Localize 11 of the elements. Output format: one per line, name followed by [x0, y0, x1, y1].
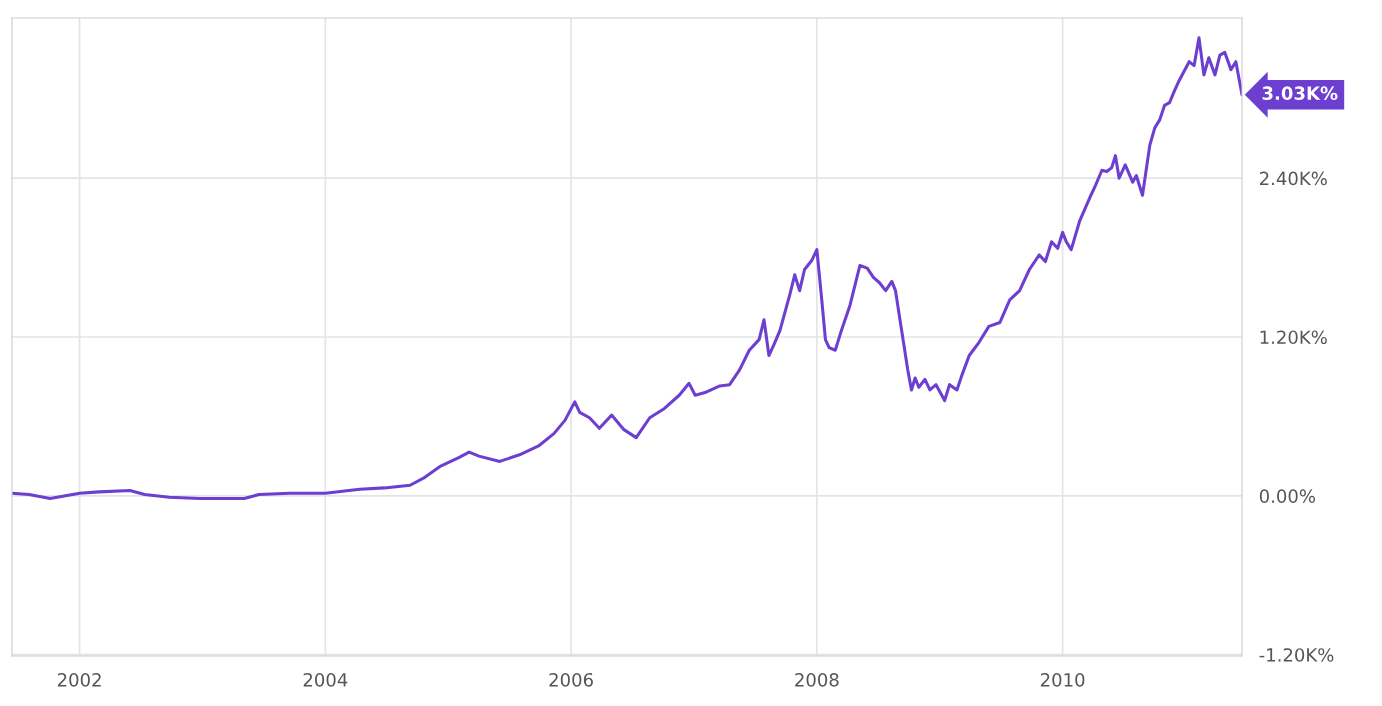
x-tick-label: 2010: [1040, 672, 1085, 687]
y-tick-label: 0.00%: [1259, 489, 1316, 503]
x-tick-label: 2006: [549, 672, 593, 687]
y-tick-label: 2.40K%: [1259, 171, 1327, 186]
x-tick-label: 2002: [57, 672, 101, 687]
y-tick-label: 1.20K%: [1260, 330, 1327, 345]
x-tick-label: 2008: [795, 672, 839, 687]
y-tick-label: -1.20K%: [1259, 648, 1334, 662]
line-series: [12, 36, 1242, 501]
annotation: 3.03K%: [1262, 86, 1338, 101]
x-tick-label: 2004: [303, 672, 348, 687]
